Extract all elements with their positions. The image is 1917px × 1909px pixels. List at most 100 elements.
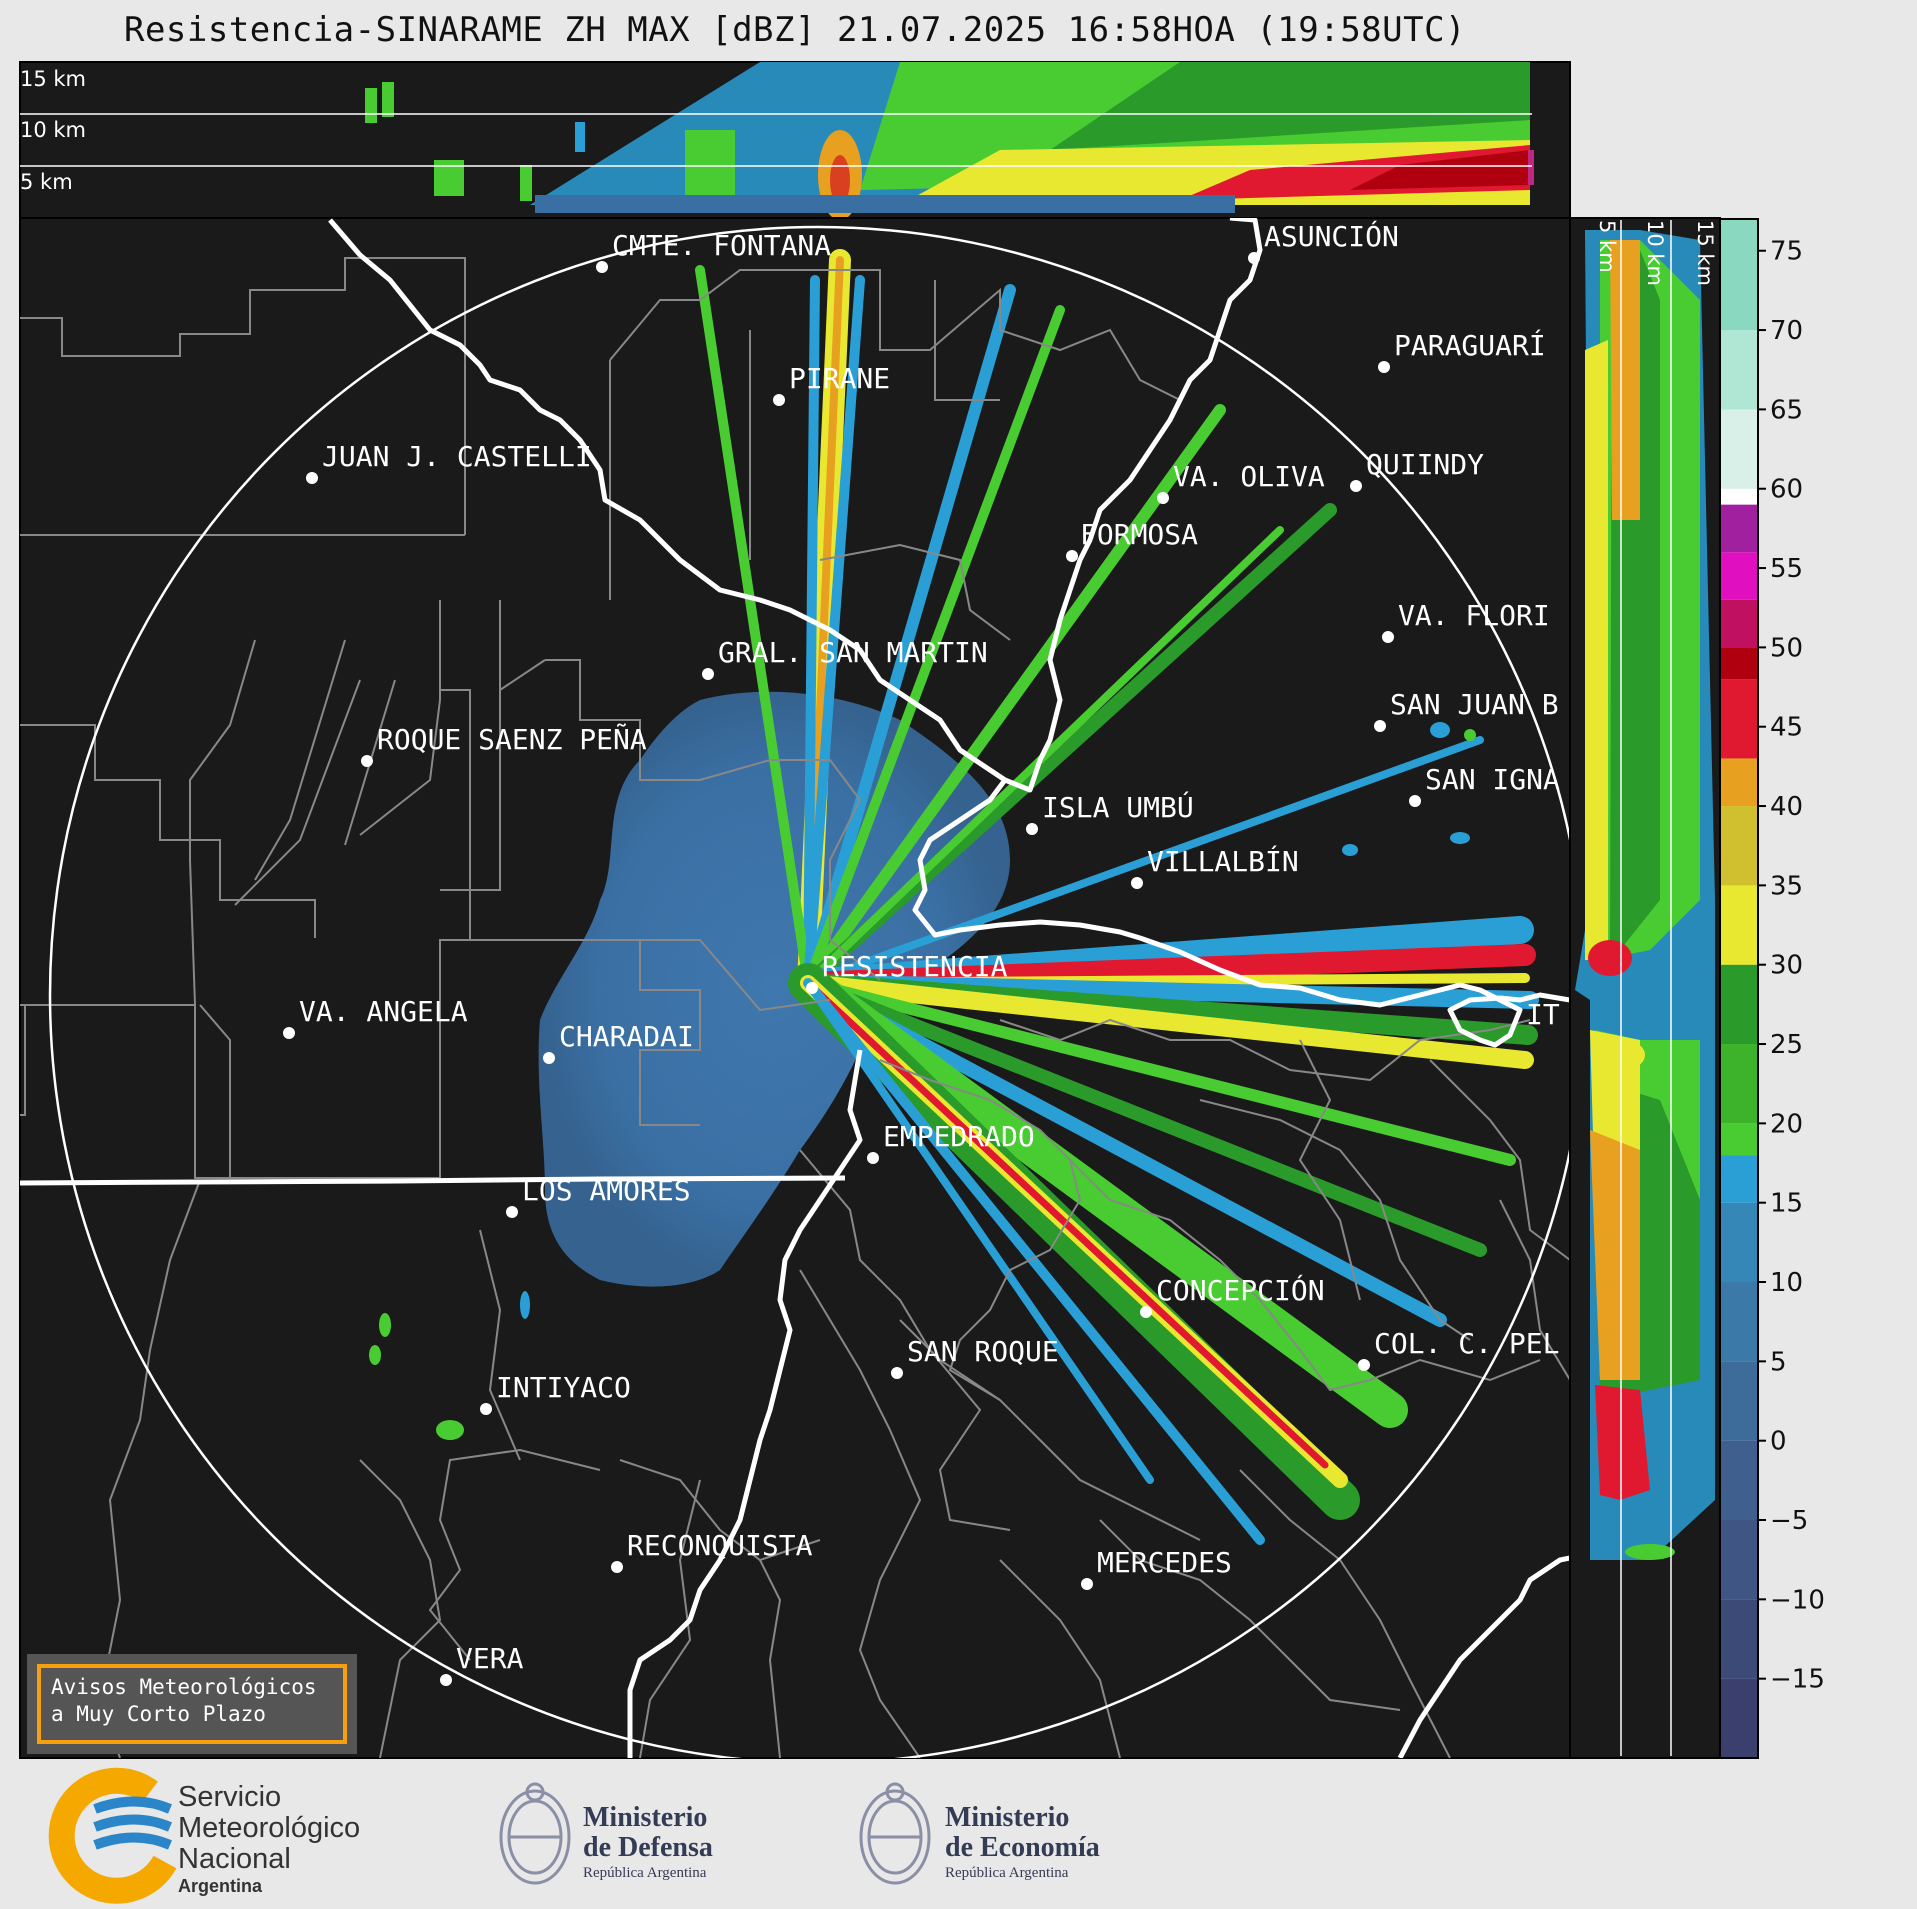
defensa-line1: Ministerio xyxy=(583,1802,708,1833)
economia-seal-icon xyxy=(859,1782,931,1885)
colorbar-tick-label: 50 xyxy=(1770,633,1803,663)
colorbar-segment xyxy=(1720,1361,1758,1441)
city-label-san-juan-b: SAN JUAN B xyxy=(1390,688,1559,721)
avisos-line1: Avisos Meteorológicos xyxy=(51,1675,317,1699)
city-label-empedrado: EMPEDRADO xyxy=(883,1120,1035,1153)
avisos-notice[interactable]: Avisos Meteorológicos a Muy Corto Plazo xyxy=(27,1654,357,1754)
echo-streaks xyxy=(695,249,1539,1545)
smn-line3: Nacional xyxy=(178,1843,291,1875)
colorbar-segment xyxy=(1720,504,1758,553)
top-km-label-5: 5 km xyxy=(20,170,73,194)
economia-logo-text: Ministerio de Economía República Argenti… xyxy=(945,1803,1100,1883)
smn-logo-text: Servicio Meteorológico Nacional Argentin… xyxy=(178,1782,360,1897)
side-km-label-5: 5 km xyxy=(1595,220,1619,273)
city-label-mercedes: MERCEDES xyxy=(1097,1546,1232,1579)
colorbar-segment xyxy=(1720,330,1758,410)
city-label-va-oliva: VA. OLIVA xyxy=(1173,460,1325,493)
city-label-reconquista: RECONQUISTA xyxy=(627,1529,813,1562)
defensa-seal-icon xyxy=(499,1782,571,1885)
colorbar-segment xyxy=(1720,1678,1758,1758)
city-label-concepcion: CONCEPCIÓN xyxy=(1156,1273,1325,1307)
map-title: Resistencia-SINARAME ZH MAX [dBZ] 21.07.… xyxy=(123,10,1467,50)
isolated-echoes xyxy=(369,722,1476,1440)
logo-strip xyxy=(48,1767,931,1904)
top-cross-section: 15 km 10 km 5 km xyxy=(19,61,1571,219)
city-label-col-c-pel: COL. C. PEL xyxy=(1374,1327,1559,1360)
colorbar-tick-label: 35 xyxy=(1770,871,1803,901)
city-label-juan-j-castelli: JUAN J. CASTELLI xyxy=(322,440,592,473)
colorbar-tick-label: 45 xyxy=(1770,713,1803,743)
side-km-label-15: 15 km xyxy=(1693,220,1717,286)
colorbar-tick-label: 30 xyxy=(1770,951,1803,981)
city-label-asuncion: ASUNCIÓN xyxy=(1264,219,1399,253)
city-label-pirane: PIRANE xyxy=(789,362,890,395)
colorbar-tick-label: 65 xyxy=(1770,395,1803,425)
colorbar-tick-label: 75 xyxy=(1770,237,1803,267)
colorbar-tick-label: 55 xyxy=(1770,554,1803,584)
city-label-va-flori: VA. FLORI xyxy=(1398,599,1550,632)
near-range-echo xyxy=(538,691,1010,1287)
top-km-label-10: 10 km xyxy=(20,118,86,142)
colorbar-tick-label: 70 xyxy=(1770,316,1803,346)
colorbar-segment xyxy=(1720,647,1758,680)
city-label-paraguari: PARAGUARÍ xyxy=(1394,328,1546,362)
side-cross-section: 5 km 10 km 15 km xyxy=(1569,217,1721,1759)
city-label-quiindy: QUIINDY xyxy=(1366,448,1484,481)
colorbar-tick-label: 10 xyxy=(1770,1268,1803,1298)
city-labels: ASUNCIÓN CMTE. FONTANA PARAGUARÍ PIRANE … xyxy=(299,219,1560,1675)
city-markers xyxy=(283,252,1421,1686)
colorbar-tick-label: −10 xyxy=(1770,1585,1825,1615)
colorbar-segment xyxy=(1720,1044,1758,1124)
city-label-va-angela: VA. ANGELA xyxy=(299,995,468,1028)
colorbar-segment xyxy=(1720,679,1758,759)
colorbar-segment xyxy=(1720,488,1758,505)
colorbar-tick-label: 25 xyxy=(1770,1030,1803,1060)
side-km-label-10: 10 km xyxy=(1643,220,1667,286)
radar-map: ASUNCIÓN CMTE. FONTANA PARAGUARÍ PIRANE … xyxy=(19,217,1571,1759)
top-km-label-15: 15 km xyxy=(20,67,86,91)
colorbar-segment xyxy=(1720,552,1758,600)
city-label-san-igna: SAN IGNA xyxy=(1425,763,1560,796)
colorbar-tick-label: 5 xyxy=(1770,1347,1787,1377)
colorbar-segment xyxy=(1720,1440,1758,1521)
colorbar-segment xyxy=(1720,1123,1758,1156)
smn-line2: Meteorológico xyxy=(178,1812,361,1844)
economia-line3: República Argentina xyxy=(945,1865,1069,1881)
colorbar-segment xyxy=(1720,758,1758,807)
colorbar-segment xyxy=(1720,964,1758,1045)
national-borders xyxy=(20,218,1570,1758)
colorbar-segment xyxy=(1720,806,1758,886)
avisos-line2: a Muy Corto Plazo xyxy=(51,1702,266,1726)
city-label-formosa: FORMOSA xyxy=(1080,518,1198,551)
city-label-vera: VERA xyxy=(456,1642,524,1675)
defensa-line3: República Argentina xyxy=(583,1865,707,1881)
smn-logo-icon xyxy=(48,1767,177,1904)
city-label-san-roque: SAN ROQUE xyxy=(907,1335,1059,1368)
defensa-line2: de Defensa xyxy=(583,1832,713,1863)
colorbar-segment xyxy=(1720,1202,1758,1283)
defensa-logo-text: Ministerio de Defensa República Argentin… xyxy=(583,1803,713,1883)
colorbar-tick-label: 15 xyxy=(1770,1189,1803,1219)
range-ring xyxy=(48,225,1570,1758)
city-label-villalbin: VILLALBÍN xyxy=(1147,844,1299,878)
colorbar-tick-label: 60 xyxy=(1770,475,1803,505)
economia-line2: de Economía xyxy=(945,1832,1100,1863)
colorbar-tick-label: 20 xyxy=(1770,1109,1803,1139)
city-label-resistencia: RESISTENCIA xyxy=(822,950,1008,983)
colorbar-segment xyxy=(1720,1520,1758,1600)
economia-line1: Ministerio xyxy=(945,1802,1070,1833)
colorbar-tick-label: 0 xyxy=(1770,1427,1787,1457)
colorbar-segment xyxy=(1720,409,1758,489)
city-label-cmte-fontana: CMTE. FONTANA xyxy=(612,229,831,262)
city-label-it: IT xyxy=(1526,998,1560,1031)
city-label-los-amores: LOS AMORES xyxy=(522,1174,691,1207)
smn-line1: Servicio xyxy=(178,1781,282,1813)
city-label-roque-saenz-pena: ROQUE SAENZ PEÑA xyxy=(377,722,647,756)
colorbar-segment xyxy=(1720,1155,1758,1203)
city-label-gral-san-martin: GRAL. SAN MARTIN xyxy=(718,636,988,669)
colorbar-segment xyxy=(1720,885,1758,965)
colorbar-segment xyxy=(1720,599,1758,648)
city-label-isla-umbu: ISLA UMBÚ xyxy=(1042,790,1194,824)
